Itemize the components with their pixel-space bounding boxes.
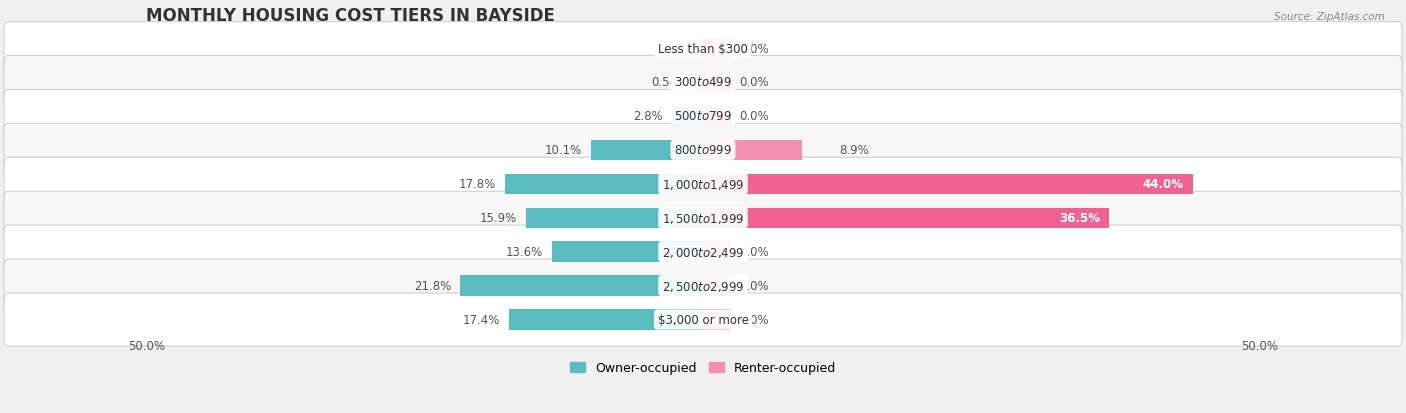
Text: $2,500 to $2,999: $2,500 to $2,999 [662,279,744,293]
Text: $3,000 or more: $3,000 or more [658,313,748,326]
Bar [703,208,1109,228]
Text: $1,500 to $1,999: $1,500 to $1,999 [662,211,744,225]
FancyBboxPatch shape [4,56,1402,109]
Bar [703,73,731,93]
Text: Less than $300: Less than $300 [658,43,748,55]
Text: 17.8%: 17.8% [458,178,496,191]
Text: $500 to $799: $500 to $799 [673,110,733,123]
Text: 8.9%: 8.9% [839,144,869,157]
Text: 0.0%: 0.0% [740,76,769,89]
Bar [551,242,703,262]
Bar [703,174,1192,195]
Bar [703,140,801,161]
Text: 0.0%: 0.0% [740,313,769,326]
Bar [505,174,703,195]
Bar [591,140,703,161]
Bar [703,39,731,59]
Text: $300 to $499: $300 to $499 [673,76,733,89]
Text: 0.0%: 0.0% [740,246,769,259]
Text: 2.8%: 2.8% [633,110,662,123]
Bar [703,276,731,296]
Text: 17.4%: 17.4% [463,313,501,326]
Text: 0.0%: 0.0% [740,279,769,292]
Bar [509,310,703,330]
FancyBboxPatch shape [4,225,1402,278]
Text: $800 to $999: $800 to $999 [673,144,733,157]
FancyBboxPatch shape [4,259,1402,312]
Text: 15.9%: 15.9% [479,212,517,225]
Text: MONTHLY HOUSING COST TIERS IN BAYSIDE: MONTHLY HOUSING COST TIERS IN BAYSIDE [146,7,555,25]
Text: $1,000 to $1,499: $1,000 to $1,499 [662,177,744,191]
FancyBboxPatch shape [4,192,1402,244]
Text: 44.0%: 44.0% [1143,178,1184,191]
Bar [703,242,731,262]
Bar [460,276,703,296]
Text: 0.0%: 0.0% [665,43,695,55]
FancyBboxPatch shape [4,22,1402,75]
Text: 10.1%: 10.1% [544,144,582,157]
Text: 21.8%: 21.8% [415,279,451,292]
Bar [672,107,703,127]
Bar [703,310,731,330]
FancyBboxPatch shape [4,90,1402,143]
Text: 0.0%: 0.0% [740,43,769,55]
FancyBboxPatch shape [4,158,1402,211]
Text: 13.6%: 13.6% [505,246,543,259]
Text: 36.5%: 36.5% [1059,212,1101,225]
Text: Source: ZipAtlas.com: Source: ZipAtlas.com [1274,12,1385,22]
Bar [703,107,731,127]
Legend: Owner-occupied, Renter-occupied: Owner-occupied, Renter-occupied [565,356,841,379]
Text: 0.0%: 0.0% [740,110,769,123]
FancyBboxPatch shape [4,124,1402,177]
FancyBboxPatch shape [4,293,1402,346]
Bar [697,73,703,93]
Text: 0.54%: 0.54% [651,76,688,89]
Bar [526,208,703,228]
Text: $2,000 to $2,499: $2,000 to $2,499 [662,245,744,259]
